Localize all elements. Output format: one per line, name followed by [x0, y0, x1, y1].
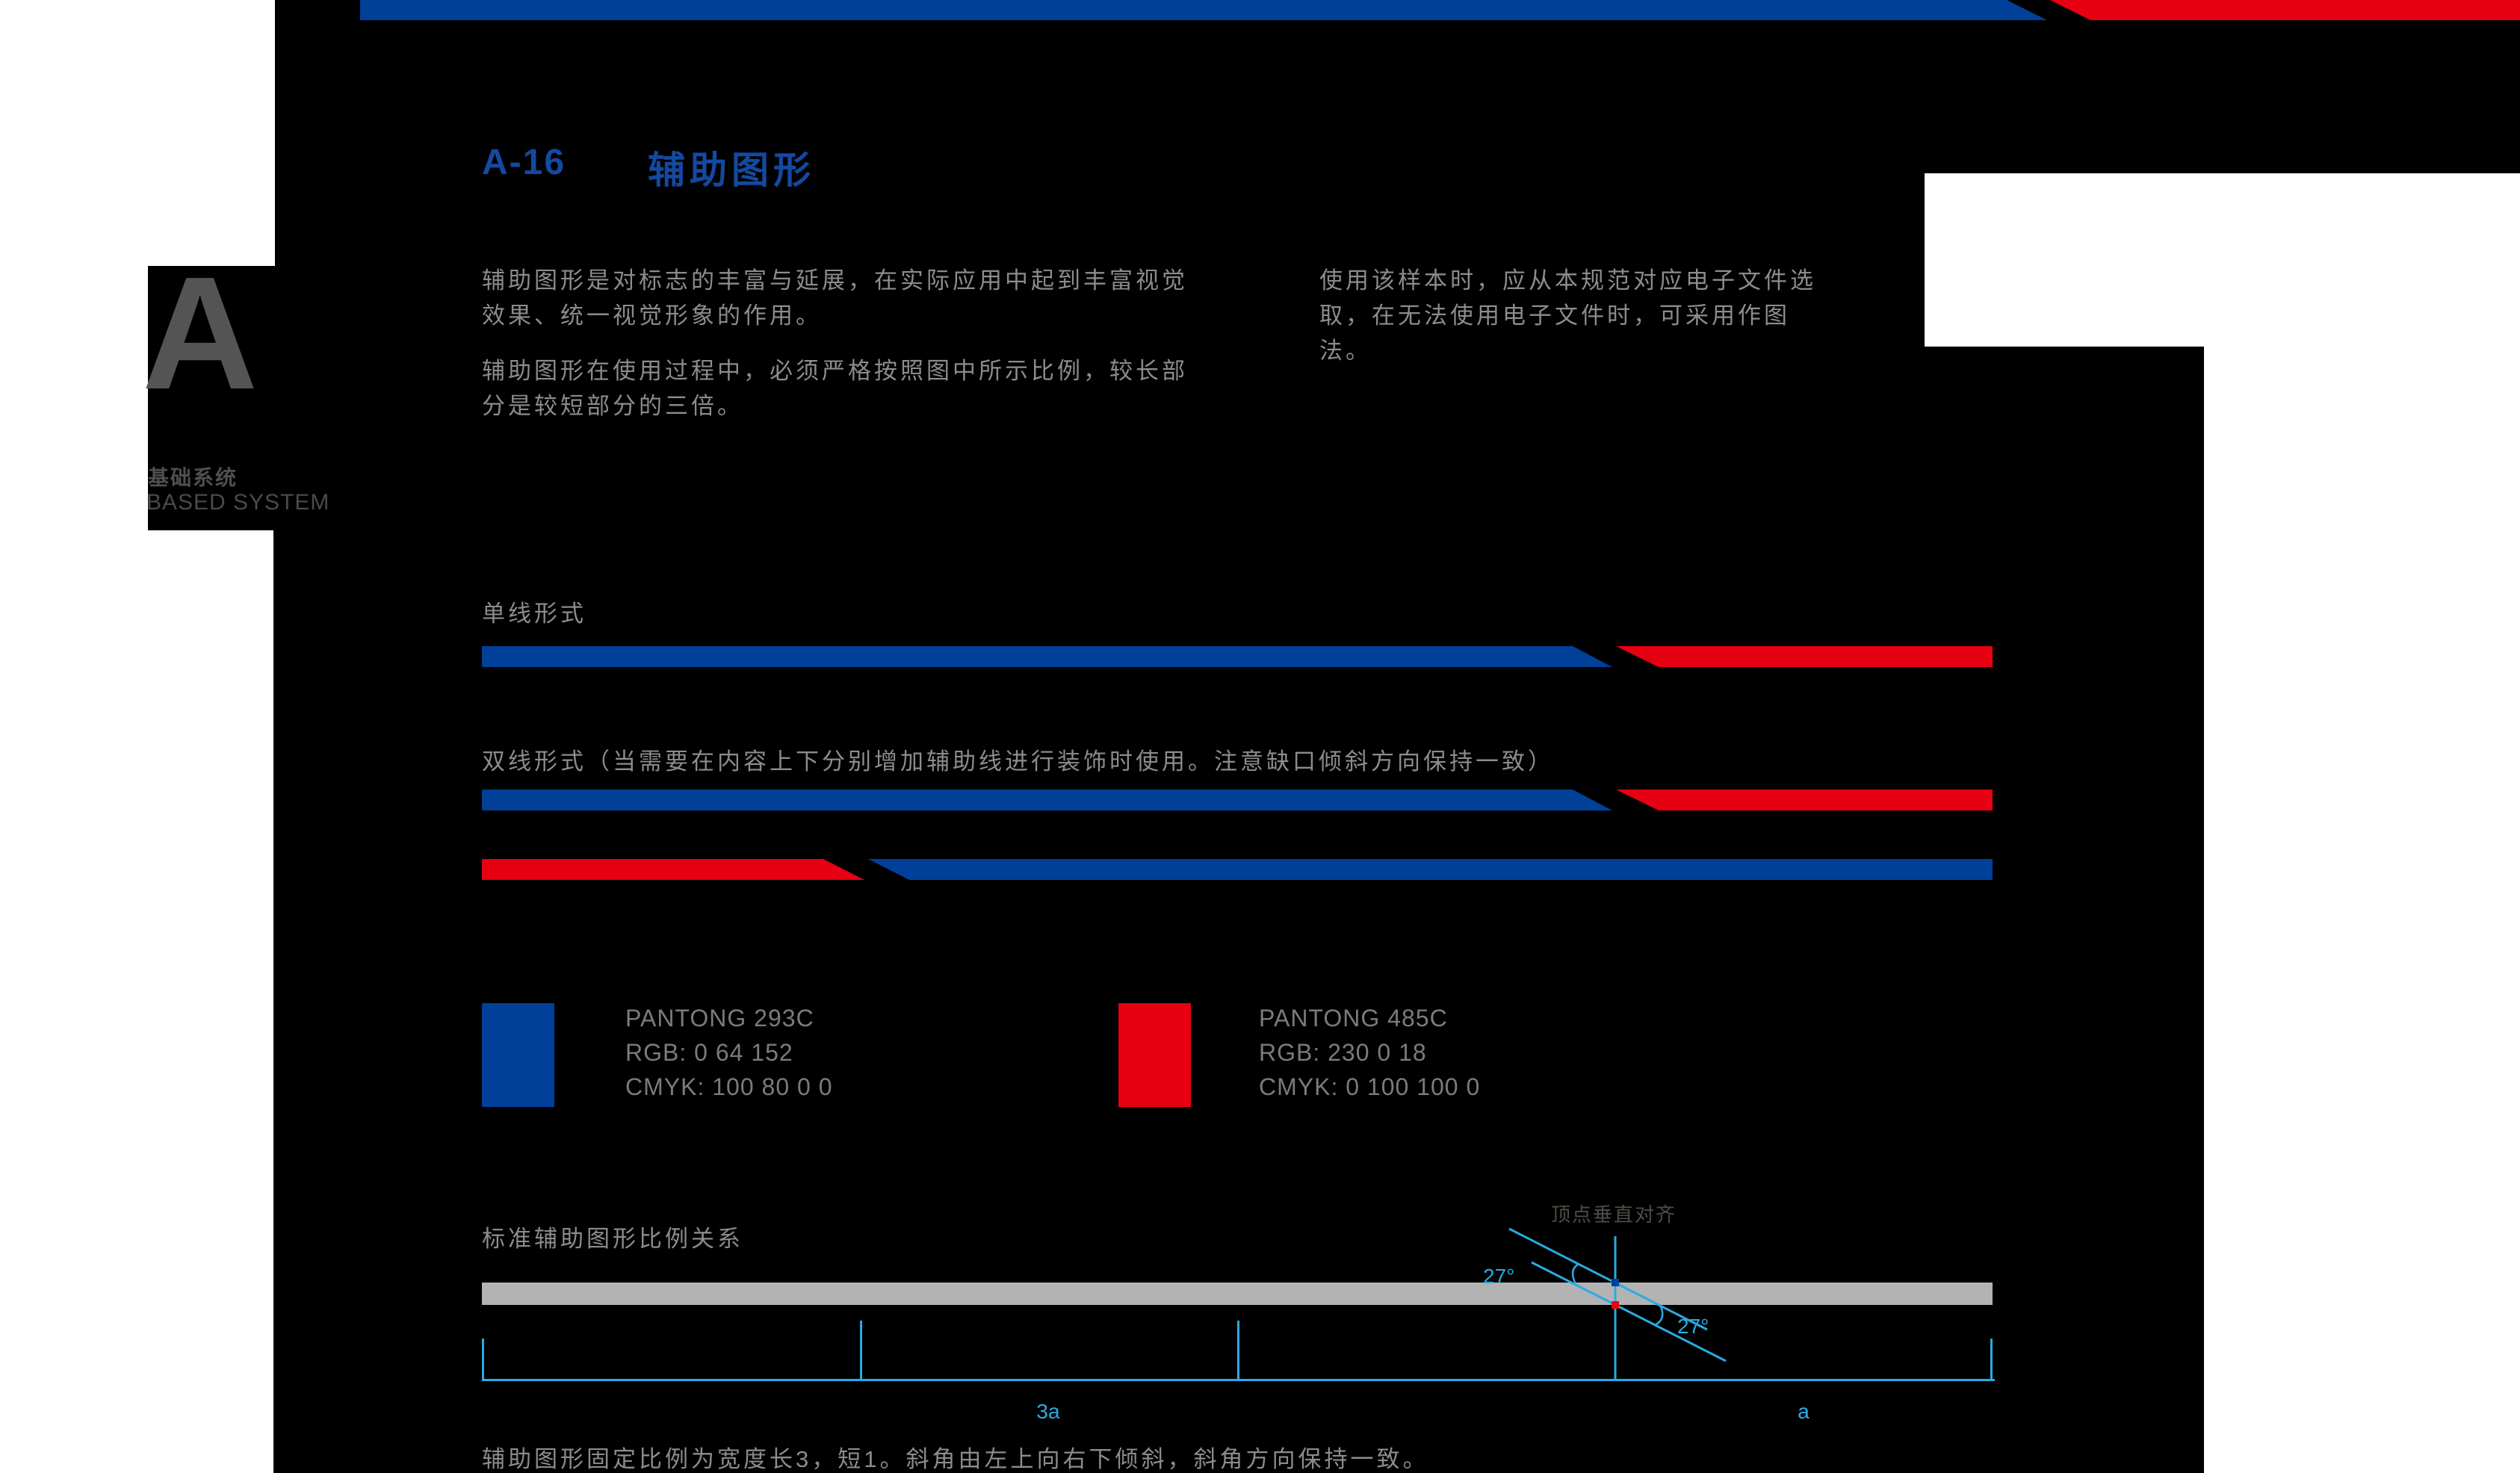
single-line-label: 单线形式 [482, 601, 586, 627]
panel-top-band [275, 0, 2520, 173]
ruler-tick-quarter [860, 1321, 862, 1379]
top-stripe-red-segment [2050, 0, 2520, 20]
top-vertex-dot [1612, 1279, 1619, 1286]
notch-edge-line-upper [1508, 1227, 1708, 1331]
ruler-short-label: a [1798, 1400, 1809, 1423]
tab-letter: A [142, 243, 258, 423]
angle-value-right: 27° [1677, 1315, 1709, 1338]
ratio-label: 标准辅助图形比例关系 [482, 1226, 743, 1252]
double-line-label: 双线形式（当需要在内容上下分别增加辅助线进行装饰时使用。注意缺口倾斜方向保持一致… [482, 748, 1554, 775]
swatch-red-square [1118, 1003, 1191, 1107]
swatch-blue-name: PANTONG 293C [625, 1005, 814, 1032]
double-stripe-bottom-red-segment [482, 859, 864, 880]
tab-label-zh: 基础系统 [148, 466, 238, 489]
apex-align-label: 顶点垂直对齐 [1550, 1203, 1677, 1226]
swatch-red-name: PANTONG 485C [1259, 1005, 1448, 1032]
ratio-caption: 辅助图形固定比例为宽度长3，短1。斜角由左上向右下倾斜，斜角方向保持一致。 [482, 1446, 1429, 1472]
single-stripe-blue-segment [482, 646, 1612, 667]
ruler-long-label: 3a [1036, 1400, 1060, 1423]
top-stripe-blue-segment [360, 0, 2047, 20]
double-stripe-top-red-segment [1616, 790, 1993, 810]
double-stripe-top-blue-segment [482, 790, 1612, 810]
swatch-red-info: PANTONG 485C RGB: 230 0 18 CMYK: 0 100 1… [1259, 1001, 1480, 1104]
page-code: A-16 [482, 143, 566, 182]
ratio-bar [482, 1283, 1993, 1305]
swatch-blue-square [482, 1003, 554, 1107]
ruler-tick-end [1990, 1339, 1993, 1379]
angle-value-left: 27° [1483, 1265, 1514, 1288]
ruler-tick-start [482, 1339, 484, 1379]
page-title: 辅助图形 [648, 149, 815, 191]
note-paragraph: 使用该样本时，应从本规范对应电子文件选取，在无法使用电子文件时，可采用作图法。 [1319, 267, 1816, 364]
swatch-red-cmyk: CMYK: 0 100 100 0 [1259, 1073, 1481, 1100]
panel-mid-band-upper [275, 173, 1925, 266]
angle-construction-diagram: 27° 27° [1483, 1227, 1727, 1380]
single-stripe-red-segment [1616, 646, 1993, 667]
tab-label-en: BASED SYSTEM [146, 490, 330, 515]
swatch-blue-rgb: RGB: 0 64 152 [625, 1039, 793, 1066]
swatch-blue-cmyk: CMYK: 100 80 0 0 [625, 1073, 833, 1100]
angle-arc-left [1571, 1262, 1580, 1283]
intro-block: 辅助图形是对标志的丰富与延展，在实际应用中起到丰富视觉效果、统一视觉形象的作用。… [482, 263, 1188, 424]
angle-arc-right [1654, 1304, 1664, 1327]
intro-paragraph-2: 辅助图形在使用过程中，必须严格按照图中所示比例，较长部分是较短部分的三倍。 [482, 358, 1188, 419]
ruler-baseline [482, 1379, 1995, 1381]
swatch-blue-info: PANTONG 293C RGB: 0 64 152 CMYK: 100 80 … [625, 1001, 832, 1104]
notch-edge-line-lower [1531, 1261, 1727, 1362]
intro-paragraph-1: 辅助图形是对标志的丰富与延展，在实际应用中起到丰富视觉效果、统一视觉形象的作用。 [482, 267, 1188, 329]
swatch-red-rgb: RGB: 230 0 18 [1259, 1039, 1427, 1066]
double-stripe-bottom-blue-segment [868, 859, 1993, 880]
bottom-vertex-dot [1612, 1301, 1619, 1309]
ruler-tick-half [1237, 1321, 1239, 1379]
